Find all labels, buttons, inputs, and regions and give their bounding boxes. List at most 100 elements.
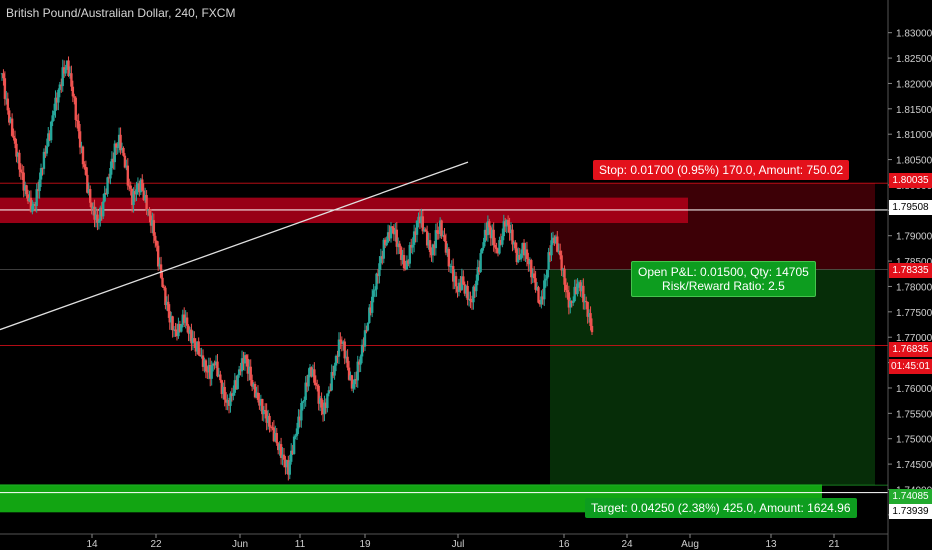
candle-body: [515, 248, 519, 263]
candle-body: [370, 296, 374, 313]
candle-body: [560, 255, 563, 271]
candle-body: [294, 435, 297, 437]
candle-body: [26, 194, 30, 202]
candle-body: [151, 220, 154, 226]
candle-body: [421, 216, 425, 232]
chart-title: British Pound/Australian Dollar, 240, FX…: [6, 6, 236, 20]
candle-body: [41, 168, 44, 170]
price-tag-entry: 1.78335: [889, 263, 932, 278]
candle-body: [366, 322, 370, 331]
candle-body: [28, 197, 31, 202]
candle-body: [344, 356, 348, 359]
candle-body: [459, 282, 462, 290]
candle-body: [346, 356, 349, 368]
candle-body: [133, 191, 137, 195]
candle-body: [310, 367, 313, 377]
candle-body: [253, 383, 257, 398]
candle-body: [110, 158, 114, 168]
candle-body: [476, 267, 479, 281]
candle-body: [544, 278, 547, 281]
y-tick-label: 1.80500: [896, 156, 932, 167]
candle-body: [272, 427, 276, 442]
candle-body: [119, 134, 122, 151]
candle-body: [123, 155, 127, 168]
candle-body: [410, 245, 413, 248]
candle-body: [156, 245, 160, 267]
candle-body: [143, 195, 147, 201]
candle-body: [556, 236, 559, 252]
candle-body: [466, 285, 469, 300]
candle-body: [54, 97, 57, 111]
candle-body: [224, 399, 228, 403]
candle-body: [19, 169, 22, 173]
candle-body: [102, 201, 105, 217]
candle-body: [265, 410, 268, 423]
candle-body: [336, 356, 339, 358]
candle-body: [478, 267, 481, 272]
candle-body: [407, 260, 410, 264]
candle-body: [206, 371, 209, 373]
candle-body: [22, 172, 25, 191]
candle-body: [47, 133, 50, 147]
candle-body: [146, 209, 150, 211]
candle-body: [447, 248, 451, 267]
candle-body: [541, 296, 545, 300]
x-tick-label: Jul: [452, 539, 465, 550]
candle-body: [301, 401, 304, 403]
candle-body: [211, 363, 215, 366]
y-tick-label: 1.75500: [896, 409, 932, 420]
x-tick-label: 22: [150, 539, 162, 550]
candle-body: [437, 232, 440, 234]
candle-body: [463, 284, 466, 294]
trendline[interactable]: [0, 161, 469, 331]
price-tag-countdown: 01:45:01: [889, 359, 932, 374]
candle-body: [479, 253, 482, 272]
candle-body: [96, 214, 99, 223]
candle-body: [21, 172, 24, 174]
candle-body: [563, 268, 566, 285]
candle-body: [337, 339, 341, 357]
y-tick-label: 1.75000: [896, 435, 932, 446]
candle-body: [226, 400, 229, 403]
candle-body: [194, 342, 197, 352]
candle-body: [433, 244, 436, 249]
candle-body: [155, 240, 158, 246]
candle-body: [242, 358, 245, 364]
candle-body: [440, 220, 443, 237]
candle-body: [117, 134, 121, 147]
candle-body: [193, 338, 196, 343]
candle-body: [246, 358, 250, 374]
candle-body: [528, 260, 532, 265]
candle-body: [87, 189, 90, 193]
candle-body: [489, 227, 492, 239]
candle-body: [181, 314, 184, 325]
pnl-line2: Risk/Reward Ratio: 2.5: [662, 279, 785, 293]
candle-body: [174, 329, 177, 332]
candle-body: [198, 354, 202, 356]
candle-body: [65, 60, 69, 69]
candle-body: [330, 372, 333, 391]
candle-body: [537, 287, 540, 303]
candle-body: [501, 236, 504, 245]
candle-body: [48, 133, 51, 141]
candle-body: [475, 280, 478, 292]
candle-body: [220, 380, 224, 395]
candle-body: [441, 235, 445, 237]
candle-body: [255, 392, 258, 398]
candle-body: [138, 183, 141, 193]
candle-body: [113, 143, 116, 163]
candle-body: [300, 402, 303, 421]
candle-body: [284, 459, 287, 468]
candle-body: [491, 229, 494, 239]
candle-body: [558, 250, 562, 256]
candle-body: [2, 73, 5, 79]
candle-body: [399, 247, 403, 260]
candle-body: [245, 355, 248, 359]
candle-body: [428, 240, 432, 252]
candle-body: [183, 314, 186, 323]
candle-body: [538, 302, 542, 305]
x-tick-label: 13: [765, 539, 777, 550]
candle-body: [67, 60, 70, 76]
y-tick-label: 1.78500: [896, 257, 932, 268]
y-tick-label: 1.74500: [896, 460, 932, 471]
